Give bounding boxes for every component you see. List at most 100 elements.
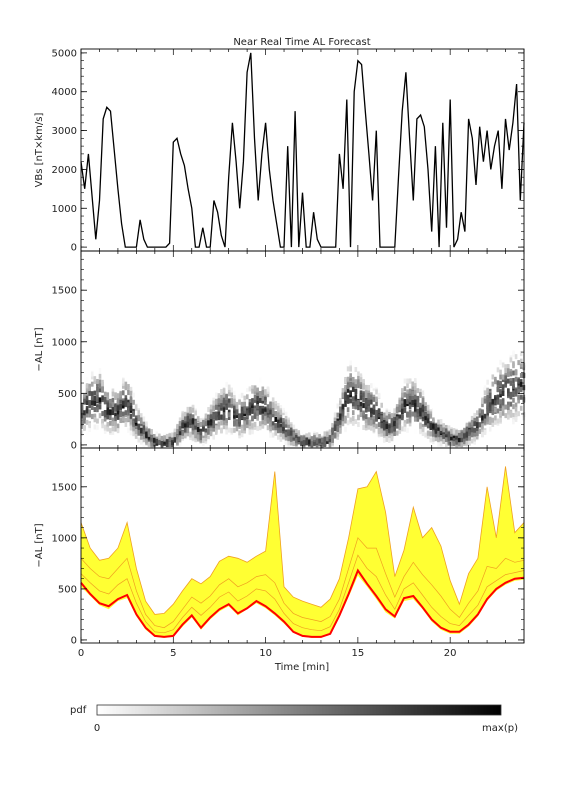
pdf-cell: [351, 358, 355, 364]
pdf-cell: [476, 410, 479, 416]
pdf-cell: [277, 412, 280, 418]
pdf-cell: [390, 413, 394, 419]
pdf-cell: [483, 385, 487, 391]
pdf-cell: [227, 430, 231, 436]
pdf-cell: [297, 431, 301, 437]
pdf-cell: [478, 440, 482, 446]
pdf-cell: [132, 425, 135, 431]
pdf-cell: [501, 390, 505, 396]
vbs-line: [80, 52, 525, 248]
pdf-cell: [235, 426, 239, 432]
pdf-cell: [261, 411, 265, 417]
pdf-cell: [282, 421, 285, 427]
pdf-cell: [315, 432, 319, 438]
pdf-cell: [93, 400, 97, 406]
pdf-cell: [204, 432, 208, 438]
pdf-cell: [176, 439, 179, 445]
pdf-cell: [486, 400, 489, 406]
pdf-cell: [354, 398, 358, 404]
pdf-cell: [349, 390, 352, 396]
pdf-cell: [109, 420, 112, 426]
pdf-cell: [406, 411, 409, 417]
pdf-cell: [385, 410, 389, 416]
pdf-cell: [98, 367, 102, 373]
pdf-cell: [235, 438, 239, 444]
pdf-cell: [230, 399, 234, 405]
pdf-cell: [419, 405, 422, 411]
pdf-cell: [359, 437, 363, 443]
pdf-cell: [251, 416, 254, 422]
pdf-cell: [413, 401, 417, 407]
pdf-cell: [354, 379, 358, 385]
y-tick-label: 1500: [52, 286, 77, 297]
pdf-cell: [421, 426, 425, 432]
pdf-cell: [481, 427, 484, 433]
pdf-cell: [403, 426, 407, 432]
pdf-cell: [220, 403, 223, 409]
pdf-cell: [246, 410, 249, 416]
pdf-cell: [354, 436, 358, 442]
pdf-cell: [189, 396, 192, 402]
pdf-cell: [341, 421, 345, 427]
pdf-cell: [333, 412, 337, 418]
pdf-cell: [106, 426, 110, 432]
pdf-cell: [310, 436, 314, 442]
pdf-cell: [517, 398, 520, 404]
pdf-cell: [339, 392, 342, 398]
pdf-cell: [408, 421, 412, 427]
pdf-cell: [271, 402, 275, 408]
pdf-cell: [150, 435, 153, 441]
pdf-cell: [106, 375, 110, 381]
pdf-cell: [364, 442, 368, 448]
pdf-cell: [496, 357, 500, 363]
pdf-cell: [302, 429, 306, 435]
pdf-cell: [442, 417, 446, 423]
y-tick-label: 1500: [52, 482, 77, 493]
pdf-cell: [214, 436, 218, 442]
pdf-cell: [116, 405, 120, 411]
pdf-cell: [214, 415, 218, 421]
pdf-cell: [266, 404, 270, 410]
pdf-cell: [517, 411, 520, 417]
pdf-cell: [160, 436, 164, 442]
pdf-cell: [491, 398, 495, 404]
pdf-cell: [349, 360, 352, 366]
pdf-cell: [90, 397, 94, 403]
pdf-cell: [183, 420, 187, 426]
pdf-cell: [90, 404, 94, 410]
pdf-cell: [429, 404, 433, 410]
pdf-cell: [202, 419, 205, 425]
pdf-cell: [111, 388, 115, 394]
pdf-cell: [341, 388, 345, 394]
pdf-cell: [364, 399, 368, 405]
pdf-cell: [385, 415, 389, 421]
pdf-cell: [124, 401, 128, 407]
pdf-cell: [124, 437, 128, 443]
pdf-cell: [261, 405, 265, 411]
pdf-cell: [106, 409, 110, 415]
pdf-cell: [375, 423, 378, 429]
pdf-cell: [401, 414, 404, 420]
pdf-cell: [367, 424, 371, 430]
pdf-cell: [194, 431, 197, 437]
pdf-cell: [289, 427, 293, 433]
pdf-cell: [323, 441, 327, 447]
pdf-cell: [137, 429, 141, 435]
pdf-cell: [380, 428, 383, 434]
pdf-cell: [129, 405, 133, 411]
pdf-cell: [395, 406, 399, 412]
pdf-cell: [385, 418, 389, 424]
pdf-cell: [514, 412, 518, 418]
pdf-cell: [442, 429, 446, 435]
figure-title: Near Real Time AL Forecast: [233, 37, 370, 48]
pdf-cell: [372, 415, 376, 421]
pdf-cell: [473, 430, 477, 436]
pdf-cell: [491, 366, 495, 372]
pdf-cell: [85, 408, 89, 414]
pdf-cell: [444, 441, 448, 447]
pdf-cell: [119, 437, 122, 443]
pdf-cell: [406, 373, 409, 379]
pdf-cell: [119, 418, 122, 424]
pdf-cell: [339, 413, 342, 419]
pdf-cell: [212, 404, 216, 410]
